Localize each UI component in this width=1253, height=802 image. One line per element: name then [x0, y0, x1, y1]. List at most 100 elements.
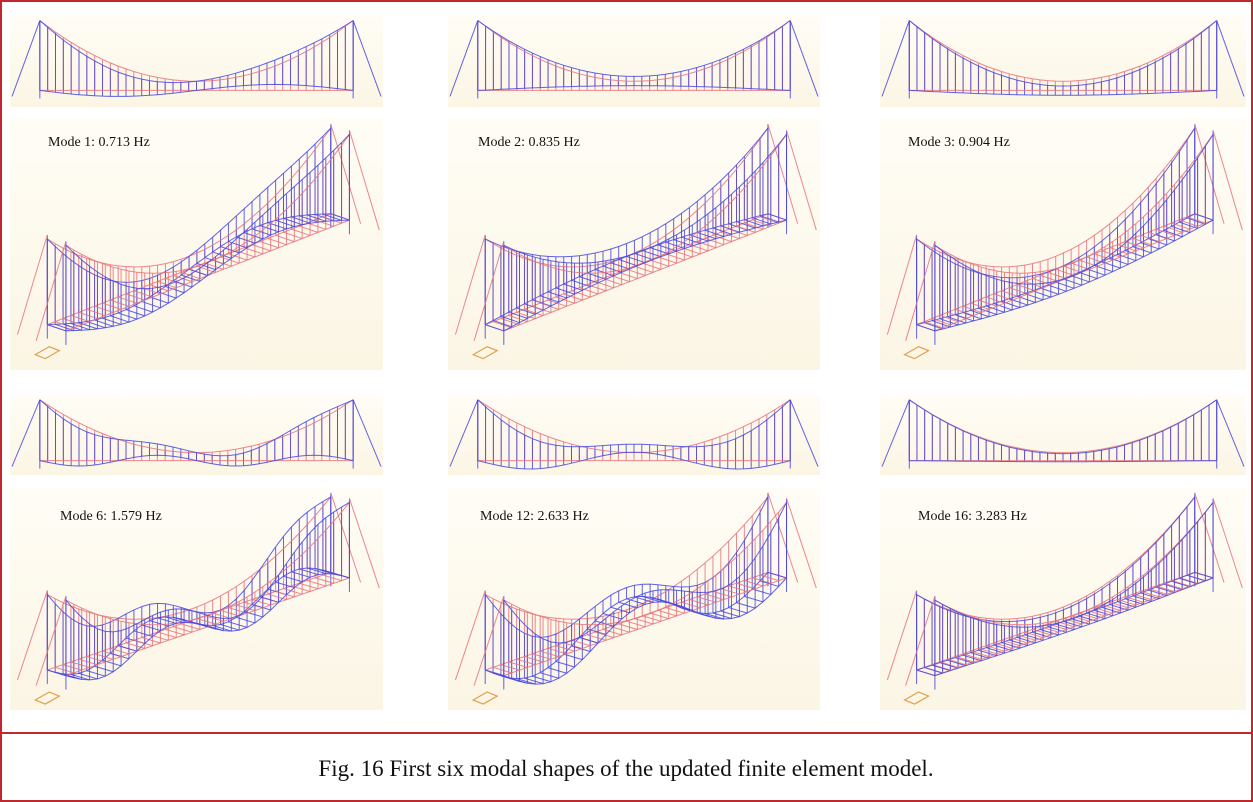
floor-beam: [665, 253, 685, 261]
floor-beam: [165, 616, 185, 623]
floor-beam: [516, 307, 536, 315]
floor-beam: [251, 244, 271, 252]
floor-beam: [125, 642, 145, 649]
floor-beam: [1032, 628, 1051, 636]
floor-beam: [993, 293, 1013, 301]
floor-beam: [665, 241, 685, 249]
floor-beam: [110, 299, 130, 307]
mode-panel: Mode 16: 3.283 Hz: [880, 395, 1246, 710]
floor-beam: [1086, 612, 1106, 620]
floor-beam: [291, 216, 311, 224]
floor-beam: [978, 307, 997, 316]
floor-beam: [540, 672, 559, 679]
floor-beam: [251, 603, 271, 611]
floor-beam: [102, 659, 122, 667]
floor-beam: [736, 221, 756, 229]
floor-beam: [1194, 213, 1214, 221]
mode-panel: Mode 12: 2.633 Hz: [448, 395, 820, 710]
floor-beam: [283, 575, 303, 583]
floor-beam: [275, 581, 295, 589]
cable: [908, 20, 1218, 87]
floor-beam: [267, 593, 287, 601]
floor-beam: [125, 309, 145, 317]
floor-beam: [291, 228, 311, 236]
panel-bg: [448, 395, 820, 475]
floor-beam: [1132, 237, 1152, 246]
floor-beam: [110, 315, 130, 323]
floor-beam: [587, 284, 607, 292]
cable: [934, 502, 1214, 628]
floor-beam: [307, 567, 326, 575]
floor-beam: [1094, 253, 1113, 261]
backstay: [886, 590, 918, 681]
floor-beam: [532, 653, 552, 660]
floor-beam: [947, 659, 966, 667]
mode-panel: Mode 6: 1.579 Hz: [10, 395, 383, 710]
backstay: [789, 399, 819, 467]
floor-beam: [181, 623, 200, 630]
floor-beam: [94, 305, 114, 313]
backstay: [352, 399, 382, 467]
backstay: [786, 130, 817, 231]
floor-beam: [1047, 271, 1067, 280]
cable: [934, 577, 1214, 677]
floor-beam: [1163, 229, 1183, 238]
floor-beam: [610, 626, 630, 633]
floor-beam: [532, 299, 552, 307]
cable: [477, 399, 791, 448]
floor-beam: [610, 262, 630, 270]
floor-beam: [1047, 284, 1067, 292]
floor-beam: [1163, 225, 1183, 233]
floor-beam: [618, 601, 638, 609]
floor-beam: [78, 672, 98, 680]
cable: [909, 399, 1217, 454]
floor-beam: [47, 324, 67, 332]
floor-beam: [1194, 571, 1214, 579]
floor-beam: [78, 311, 98, 320]
floor-beam: [244, 247, 263, 255]
floor-beam: [1063, 278, 1082, 286]
floor-beam: [110, 647, 130, 655]
floor-beam: [712, 590, 732, 598]
floor-beam: [1040, 628, 1059, 636]
floor-beam: [1186, 574, 1206, 582]
floor-beam: [1063, 265, 1082, 273]
floor-beam: [1032, 277, 1051, 286]
floor-beam: [212, 612, 232, 620]
floor-beam: [1117, 253, 1136, 262]
floor-beam: [571, 639, 591, 647]
floor-beam: [1179, 577, 1198, 585]
floor-beam: [244, 610, 263, 618]
floor-beam: [70, 314, 90, 323]
floor-beam: [275, 219, 295, 228]
floor-beam: [1117, 244, 1136, 252]
floor-beam: [314, 568, 334, 575]
floor-beam: [141, 301, 161, 309]
floor-beam: [955, 308, 974, 317]
floor-beam: [1016, 636, 1036, 644]
floor-beam: [1024, 293, 1044, 301]
floor-beam: [157, 617, 177, 624]
floor-beam: [1086, 268, 1106, 276]
floor-beam: [314, 577, 334, 584]
floor-beam: [736, 582, 756, 590]
floor-beam: [955, 657, 974, 664]
floor-beam: [516, 658, 536, 666]
backstay: [767, 492, 799, 583]
floor-beam: [1078, 612, 1098, 620]
floor-beam: [220, 256, 240, 264]
floor-beam: [259, 225, 279, 233]
floor-beam: [916, 324, 936, 332]
cable: [39, 399, 354, 457]
floor-beam: [508, 311, 528, 319]
floor-beam: [299, 215, 319, 223]
floor-beam: [1109, 601, 1129, 609]
floor-beam: [1070, 262, 1090, 270]
floor-beam: [220, 246, 240, 254]
floor-beam: [485, 669, 504, 677]
floor-beam: [1171, 222, 1191, 230]
floor-beam: [602, 265, 622, 273]
floor-beam: [1132, 246, 1152, 254]
cable: [65, 501, 350, 633]
floor-beam: [212, 259, 232, 267]
